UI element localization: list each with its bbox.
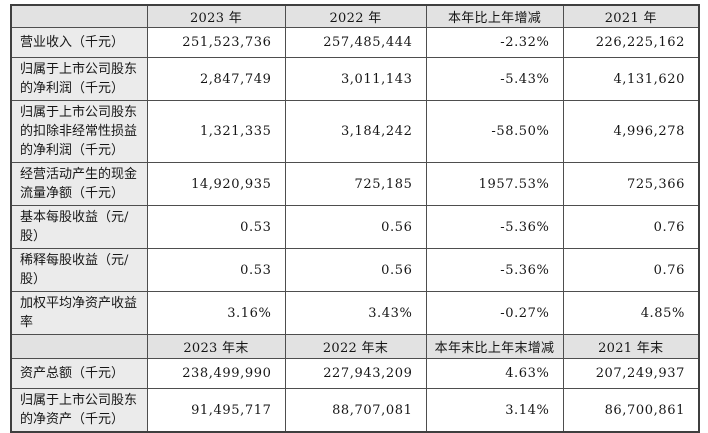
cell-value: 1957.53% — [425, 162, 564, 206]
cell-value: -58.50% — [425, 100, 564, 163]
cell-value: 238,499,990 — [146, 358, 286, 389]
row-label: 加权平均净资产收益率 — [10, 291, 148, 335]
cell-value: 0.76 — [562, 205, 700, 249]
column-header-2022-end: 2022 年末 — [284, 334, 427, 359]
cell-value: 725,366 — [562, 162, 700, 206]
table-row-operating-cash-flow: 经营活动产生的现金流量净额（千元） 14,920,935 725,185 195… — [10, 162, 700, 206]
row-label: 归属于上市公司股东的净利润（千元） — [10, 57, 148, 101]
table-row-net-assets: 归属于上市公司股东的净资产（千元） 91,495,717 88,707,081 … — [10, 388, 700, 433]
cell-value: -5.43% — [425, 57, 564, 101]
table-row-weighted-avg-roe: 加权平均净资产收益率 3.16% 3.43% -0.27% 4.85% — [10, 291, 700, 335]
cell-value: 88,707,081 — [284, 388, 427, 433]
cell-value: 227,943,209 — [284, 358, 427, 389]
row-label: 归属于上市公司股东的扣除非经常性损益的净利润（千元） — [10, 100, 148, 163]
cell-value: 2,847,749 — [146, 57, 286, 101]
cell-value: 0.56 — [284, 205, 427, 249]
cell-value: 257,485,444 — [284, 27, 427, 58]
cell-value: 0.56 — [284, 248, 427, 292]
cell-value: 86,700,861 — [562, 388, 700, 433]
row-label: 稀释每股收益（元/股） — [10, 248, 148, 292]
table-row-revenue: 营业收入（千元） 251,523,736 257,485,444 -2.32% … — [10, 27, 700, 58]
column-header-yoy-end-change: 本年末比上年末增减 — [425, 334, 564, 359]
column-header-2021-end: 2021 年末 — [562, 334, 700, 359]
row-label: 营业收入（千元） — [10, 27, 148, 58]
cell-value: 3,184,242 — [284, 100, 427, 163]
cell-value: 4,131,620 — [562, 57, 700, 101]
financial-summary: 2023 年 2022 年 本年比上年增减 2021 年 营业收入（千元） 25… — [10, 4, 700, 433]
table-row-diluted-eps: 稀释每股收益（元/股） 0.53 0.56 -5.36% 0.76 — [10, 248, 700, 292]
column-header-2022: 2022 年 — [284, 4, 427, 28]
cell-value: 91,495,717 — [146, 388, 286, 433]
table-row-total-assets: 资产总额（千元） 238,499,990 227,943,209 4.63% 2… — [10, 358, 700, 389]
header-row-year-end: 2023 年末 2022 年末 本年末比上年末增减 2021 年末 — [10, 334, 700, 359]
cell-value: 0.53 — [146, 248, 286, 292]
cell-value: 3.43% — [284, 291, 427, 335]
cell-value: 14,920,935 — [146, 162, 286, 206]
column-header-2021: 2021 年 — [562, 4, 700, 28]
column-header-yoy-change: 本年比上年增减 — [425, 4, 564, 28]
cell-value: 725,185 — [284, 162, 427, 206]
column-header-blank — [10, 4, 148, 28]
cell-value: 226,225,162 — [562, 27, 700, 58]
cell-value: 3.14% — [425, 388, 564, 433]
cell-value: 207,249,937 — [562, 358, 700, 389]
cell-value: 4.85% — [562, 291, 700, 335]
cell-value: 1,321,335 — [146, 100, 286, 163]
financial-summary-table: 2023 年 2022 年 本年比上年增减 2021 年 营业收入（千元） 25… — [10, 4, 700, 433]
header-row-year: 2023 年 2022 年 本年比上年增减 2021 年 — [10, 4, 700, 28]
table-row-net-profit-excl-nonrecurring: 归属于上市公司股东的扣除非经常性损益的净利润（千元） 1,321,335 3,1… — [10, 100, 700, 163]
column-header-2023-end: 2023 年末 — [146, 334, 286, 359]
row-label: 归属于上市公司股东的净资产（千元） — [10, 388, 148, 433]
cell-value: 3,011,143 — [284, 57, 427, 101]
cell-value: 4.63% — [425, 358, 564, 389]
row-label: 资产总额（千元） — [10, 358, 148, 389]
row-label: 经营活动产生的现金流量净额（千元） — [10, 162, 148, 206]
cell-value: 251,523,736 — [146, 27, 286, 58]
column-header-2023: 2023 年 — [146, 4, 286, 28]
cell-value: -0.27% — [425, 291, 564, 335]
cell-value: 3.16% — [146, 291, 286, 335]
cell-value: -5.36% — [425, 205, 564, 249]
cell-value: -2.32% — [425, 27, 564, 58]
cell-value: 0.53 — [146, 205, 286, 249]
column-header-blank — [10, 334, 148, 359]
row-label: 基本每股收益（元/股） — [10, 205, 148, 249]
table-row-net-profit: 归属于上市公司股东的净利润（千元） 2,847,749 3,011,143 -5… — [10, 57, 700, 101]
cell-value: 0.76 — [562, 248, 700, 292]
table-row-basic-eps: 基本每股收益（元/股） 0.53 0.56 -5.36% 0.76 — [10, 205, 700, 249]
cell-value: -5.36% — [425, 248, 564, 292]
cell-value: 4,996,278 — [562, 100, 700, 163]
